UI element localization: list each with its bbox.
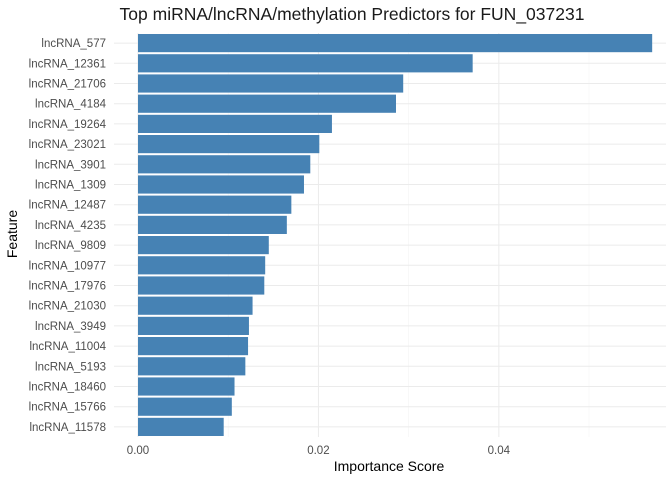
y-tick-label: lncRNA_1309 [35,180,106,192]
y-tick-label: lncRNA_9809 [35,240,106,252]
y-axis-title: Feature [4,210,20,258]
bar-lncRNA_17976 [138,276,265,295]
y-tick-label: lncRNA_5193 [35,361,106,373]
x-tick-labels: 0.00 0.02 0.04 [127,445,511,457]
y-tick-label: lncRNA_21030 [29,301,106,313]
bar-lncRNA_12487 [138,195,292,214]
bar-lncRNA_10977 [138,256,266,275]
bar-lncRNA_21706 [138,74,404,93]
bar-lncRNA_577 [138,34,653,53]
y-tick-label: lncRNA_12361 [29,58,106,70]
y-tick-label: lncRNA_19264 [29,119,107,131]
bar-lncRNA_3949 [138,316,249,335]
bar-lncRNA_11578 [138,417,224,436]
y-tick-label: lncRNA_3949 [35,321,106,333]
bar-lncRNA_3901 [138,155,311,174]
bar-lncRNA_12361 [138,54,473,73]
y-tick-label: lncRNA_12487 [29,200,106,212]
bar-lncRNA_18460 [138,377,235,396]
bar-lncRNA_11004 [138,337,249,356]
bar-lncRNA_4235 [138,215,287,234]
y-tick-label: lncRNA_3901 [35,159,106,171]
y-tick-label: lncRNA_11004 [29,341,106,353]
x-axis-title: Importance Score [334,458,445,474]
y-tick-label: lncRNA_18460 [29,382,106,394]
y-tick-labels: lncRNA_577 lncRNA_12361 lncRNA_21706 lncRNA… [29,38,107,434]
x-tick-label: 0.00 [127,445,149,457]
x-tick-label: 0.04 [488,445,511,457]
bar-lncRNA_21030 [138,296,253,315]
gridlines [114,33,666,437]
y-tick-label: lncRNA_4235 [35,220,106,232]
chart-title: Top miRNA/lncRNA/methylation Predictors … [120,4,585,25]
y-tick-label: lncRNA_10977 [29,260,106,272]
y-tick-label: lncRNA_4184 [35,99,107,111]
bar-lncRNA_1309 [138,175,304,194]
bar-lncRNA_23021 [138,135,320,154]
bar-lncRNA_19264 [138,114,332,133]
bar-lncRNA_15766 [138,397,232,416]
bar-lncRNA_5193 [138,357,246,376]
y-tick-label: lncRNA_17976 [29,281,106,293]
bars [138,34,653,436]
bar-lncRNA_9809 [138,236,269,255]
x-tick-label: 0.02 [307,445,329,457]
y-tick-label: lncRNA_577 [41,38,106,50]
y-tick-label: lncRNA_23021 [29,139,106,151]
y-tick-label: lncRNA_21706 [29,79,106,91]
bar-lncRNA_4184 [138,94,396,113]
y-tick-label: lncRNA_11578 [29,422,106,434]
y-tick-label: lncRNA_15766 [29,402,106,414]
